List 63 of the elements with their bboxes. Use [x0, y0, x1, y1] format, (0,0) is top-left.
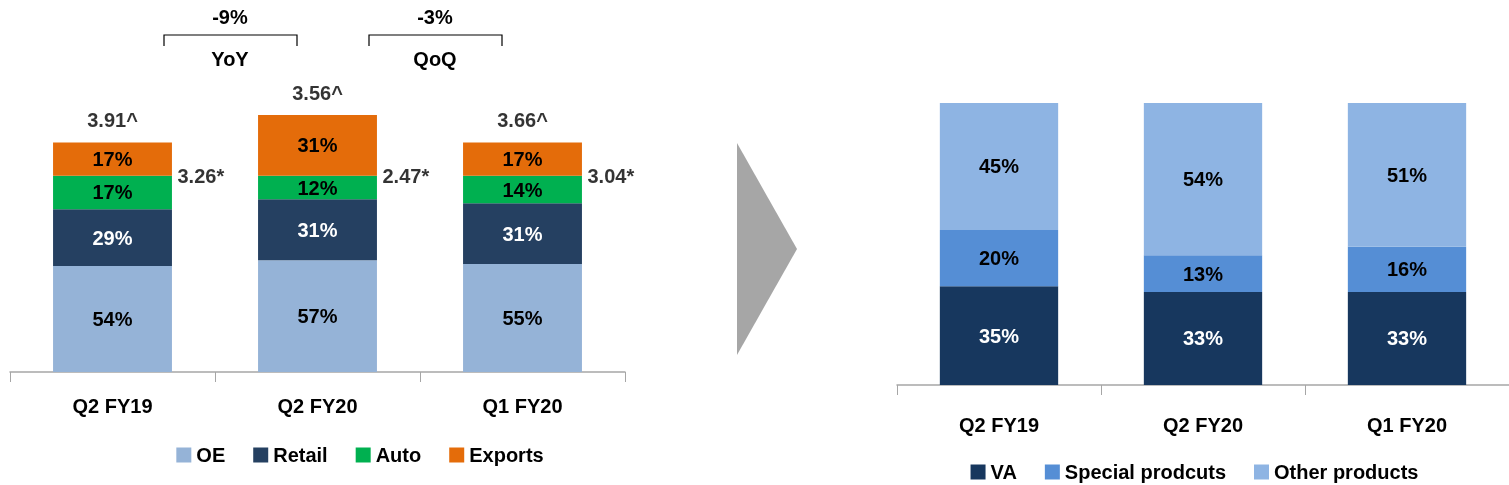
x-tick-label: Q2 FY20: [1162, 414, 1244, 436]
bar: [463, 142, 582, 176]
bar: [1347, 291, 1467, 385]
text: -9%: [212, 6, 248, 29]
data-label: 33%: [1386, 327, 1428, 350]
bar: [1143, 291, 1263, 385]
bar: [1347, 246, 1467, 292]
bar: [1347, 103, 1467, 247]
x-tick-label: Q2 FY19: [72, 395, 153, 417]
data-label: 35%: [978, 324, 1020, 347]
annotation: 3.91^: [87, 109, 139, 132]
data-label: 31%: [297, 218, 338, 241]
data-label: 33%: [1182, 327, 1224, 350]
data-label: 13%: [1182, 262, 1224, 285]
data-label: 54%: [92, 308, 133, 331]
annotation: 2.47*: [382, 164, 430, 187]
x-tick-label: Q1 FY20: [1366, 414, 1448, 436]
data-label: 12%: [297, 176, 338, 199]
data-label: 14%: [502, 178, 543, 201]
data-label: 20%: [978, 247, 1020, 270]
legend-label: Other products: [1274, 461, 1419, 483]
data-label: 45%: [978, 155, 1020, 178]
data-label: 16%: [1386, 258, 1428, 281]
data-label: 17%: [92, 181, 133, 204]
x-tick-label: Q2 FY20: [277, 395, 358, 417]
text: QoQ: [413, 48, 457, 71]
bar: [53, 209, 172, 267]
data-label: 29%: [92, 226, 133, 249]
data-label: 51%: [1386, 163, 1428, 186]
annotation: 3.26*: [177, 164, 225, 187]
annotation: 3.66^: [497, 109, 549, 132]
x-tick-label: Q1 FY20: [482, 395, 563, 417]
bar: [53, 175, 172, 210]
bar: [463, 203, 582, 265]
data-label: 55%: [502, 307, 543, 330]
legend-label: OE: [196, 444, 226, 466]
x-tick-label: Q2 FY19: [958, 414, 1040, 436]
bar: [53, 266, 172, 372]
bar: [939, 286, 1059, 385]
bar: [939, 229, 1059, 287]
data-label: 31%: [502, 222, 543, 245]
text: 3.56^: [292, 82, 344, 104]
bar: [258, 260, 377, 372]
bar: [53, 142, 172, 176]
data-label: 17%: [92, 148, 133, 171]
data-label: 54%: [1182, 168, 1224, 191]
bar: [939, 103, 1059, 230]
legend-label: Exports: [469, 444, 544, 466]
legend-label: Retail: [273, 444, 328, 466]
legend-label: Auto: [375, 444, 422, 466]
text: -3%: [417, 6, 453, 29]
data-label: 31%: [297, 134, 338, 157]
legend-label: Special prodcuts: [1064, 461, 1226, 483]
bar: [463, 264, 582, 372]
text: YoY: [211, 48, 249, 71]
annotation: 3.04*: [587, 164, 635, 187]
bar: [258, 115, 377, 176]
data-label: 17%: [502, 148, 543, 171]
data-label: 57%: [297, 305, 338, 328]
bar: [1143, 103, 1263, 256]
bar: [258, 199, 377, 261]
bar: [1143, 255, 1263, 292]
legend-label: VA: [990, 461, 1017, 483]
